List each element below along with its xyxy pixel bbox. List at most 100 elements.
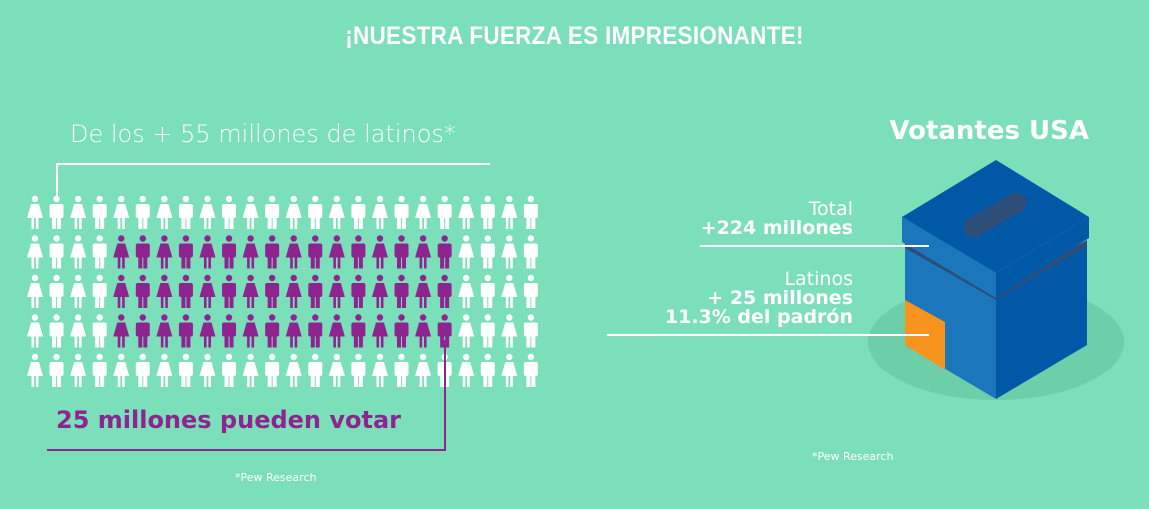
man-icon	[437, 235, 452, 269]
man-icon	[178, 235, 193, 269]
woman-icon	[415, 195, 432, 229]
woman-icon	[415, 274, 432, 308]
total-label: Total	[808, 198, 853, 220]
woman-icon	[242, 314, 259, 348]
woman-icon	[113, 353, 130, 387]
man-icon	[480, 235, 495, 269]
man-icon	[523, 314, 538, 348]
man-icon	[92, 235, 107, 269]
man-icon	[308, 274, 323, 308]
people-grid	[27, 195, 538, 387]
woman-icon	[156, 353, 173, 387]
woman-icon	[458, 235, 475, 269]
man-icon	[351, 274, 366, 308]
woman-icon	[415, 235, 432, 269]
source-note: *Pew Research	[235, 471, 317, 484]
man-icon	[92, 314, 107, 348]
man-icon	[265, 274, 280, 308]
woman-icon	[328, 353, 345, 387]
woman-icon	[70, 353, 87, 387]
man-icon	[222, 274, 237, 308]
man-icon	[222, 314, 237, 348]
eligible-voters-text: 25 millones pueden votar	[56, 406, 402, 434]
man-icon	[265, 195, 280, 229]
highlight-line	[47, 340, 446, 451]
woman-icon	[501, 235, 518, 269]
woman-icon	[156, 314, 173, 348]
page-title: ¡NUESTRA FUERZA ES IMPRESIONANTE!	[345, 22, 804, 50]
woman-icon	[156, 195, 173, 229]
man-icon	[49, 235, 64, 269]
woman-icon	[285, 235, 302, 269]
woman-icon	[285, 195, 302, 229]
ballot-slot	[963, 192, 1027, 238]
woman-icon	[371, 195, 388, 229]
man-icon	[92, 195, 107, 229]
woman-icon	[199, 195, 216, 229]
man-icon	[351, 314, 366, 348]
man-icon	[92, 274, 107, 308]
woman-icon	[458, 353, 475, 387]
man-icon	[135, 235, 150, 269]
woman-icon	[371, 314, 388, 348]
woman-icon	[199, 314, 216, 348]
man-icon	[351, 195, 366, 229]
latinos-share: 11.3% del padrón	[664, 306, 853, 328]
man-icon	[49, 274, 64, 308]
man-icon	[92, 353, 107, 387]
total-value: +224 millones	[700, 217, 853, 239]
source-note: *Pew Research	[812, 450, 894, 463]
woman-icon	[371, 274, 388, 308]
man-icon	[135, 314, 150, 348]
total-label-group: Total +224 millones	[701, 200, 853, 238]
man-icon	[178, 274, 193, 308]
man-icon	[394, 274, 409, 308]
woman-icon	[27, 353, 43, 387]
woman-icon	[415, 353, 432, 387]
ballot-box	[868, 160, 1124, 400]
woman-icon	[113, 274, 130, 308]
man-icon	[222, 353, 237, 387]
man-icon	[394, 235, 409, 269]
man-icon	[308, 195, 323, 229]
man-icon	[49, 195, 64, 229]
man-icon	[437, 314, 452, 348]
woman-icon	[199, 235, 216, 269]
man-icon	[49, 314, 64, 348]
woman-icon	[328, 195, 345, 229]
man-icon	[394, 314, 409, 348]
woman-icon	[27, 235, 43, 269]
woman-icon	[458, 195, 475, 229]
man-icon	[178, 353, 193, 387]
man-icon	[394, 353, 409, 387]
woman-icon	[285, 274, 302, 308]
man-icon	[351, 353, 366, 387]
latinos-label-group: Latinos + 25 millones 11.3% del padrón	[665, 270, 853, 327]
woman-icon	[199, 353, 216, 387]
woman-icon	[458, 314, 475, 348]
woman-icon	[70, 235, 87, 269]
man-icon	[308, 314, 323, 348]
woman-icon	[27, 274, 43, 308]
woman-icon	[242, 353, 259, 387]
man-icon	[49, 353, 64, 387]
man-icon	[437, 274, 452, 308]
woman-icon	[458, 274, 475, 308]
woman-icon	[328, 235, 345, 269]
man-icon	[135, 195, 150, 229]
man-icon	[265, 353, 280, 387]
woman-icon	[501, 353, 518, 387]
woman-icon	[242, 195, 259, 229]
man-icon	[480, 195, 495, 229]
man-icon	[480, 274, 495, 308]
man-icon	[178, 314, 193, 348]
man-icon	[351, 235, 366, 269]
woman-icon	[501, 195, 518, 229]
woman-icon	[156, 235, 173, 269]
woman-icon	[285, 353, 302, 387]
man-icon	[523, 274, 538, 308]
woman-icon	[70, 274, 87, 308]
man-icon	[265, 314, 280, 348]
latinos-label: Latinos	[784, 268, 853, 290]
